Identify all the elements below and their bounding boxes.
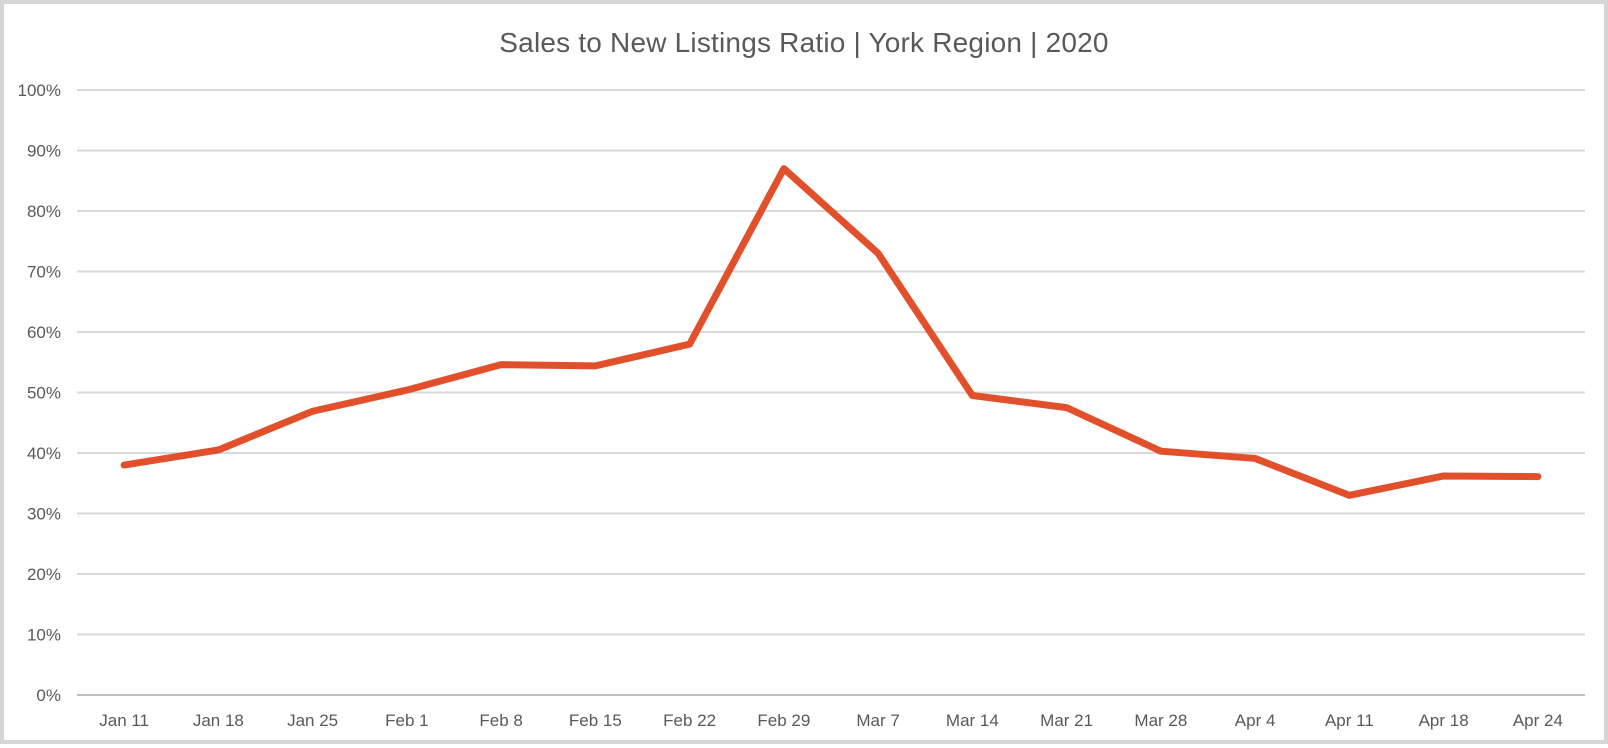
x-axis-tick-label: Apr 24 [1513, 711, 1563, 730]
x-axis-tick-label: Feb 1 [385, 711, 428, 730]
x-axis-tick-label: Apr 18 [1419, 711, 1469, 730]
y-axis-tick-label: 50% [27, 384, 61, 403]
x-axis-tick-label: Mar 7 [856, 711, 899, 730]
line-chart-plot: 0% 10% 20% 30% 40% 50% 60% 70% 80% 90% 100% Jan 11 J… [18, 81, 1585, 730]
x-axis-tick-label: Jan 25 [287, 711, 338, 730]
y-axis-tick-label: 80% [27, 202, 61, 221]
x-axis-tick-label: Feb 29 [757, 711, 810, 730]
x-axis-tick-label: Apr 4 [1235, 711, 1276, 730]
x-axis-tick-label: Apr 11 [1325, 711, 1374, 730]
series-line [120, 165, 1542, 499]
y-axis-tick-label: 0% [36, 686, 61, 705]
x-axis-tick-label: Jan 11 [99, 711, 149, 730]
y-axis-tick-label: 20% [27, 565, 61, 584]
x-axis-tick-label: Feb 22 [663, 711, 716, 730]
y-axis-tick-label: 100% [18, 81, 61, 100]
y-axis-tick-label: 10% [27, 626, 61, 645]
x-axis-tick-label: Feb 8 [479, 711, 522, 730]
x-axis-tick-label: Mar 28 [1134, 711, 1187, 730]
chart-title: Sales to New Listings Ratio | York Regio… [499, 27, 1109, 58]
y-axis-tick-label: 90% [27, 142, 61, 161]
x-axis-tick-label: Mar 21 [1040, 711, 1093, 730]
y-axis-tick-label: 70% [27, 263, 61, 282]
x-axis-tick-label: Jan 18 [193, 711, 244, 730]
y-axis-tick-label: 60% [27, 323, 61, 342]
y-axis-tick-label: 40% [27, 444, 61, 463]
x-axis-tick-label: Feb 15 [569, 711, 622, 730]
y-axis-tick-label: 30% [27, 505, 61, 524]
x-axis-tick-label: Mar 14 [946, 711, 999, 730]
